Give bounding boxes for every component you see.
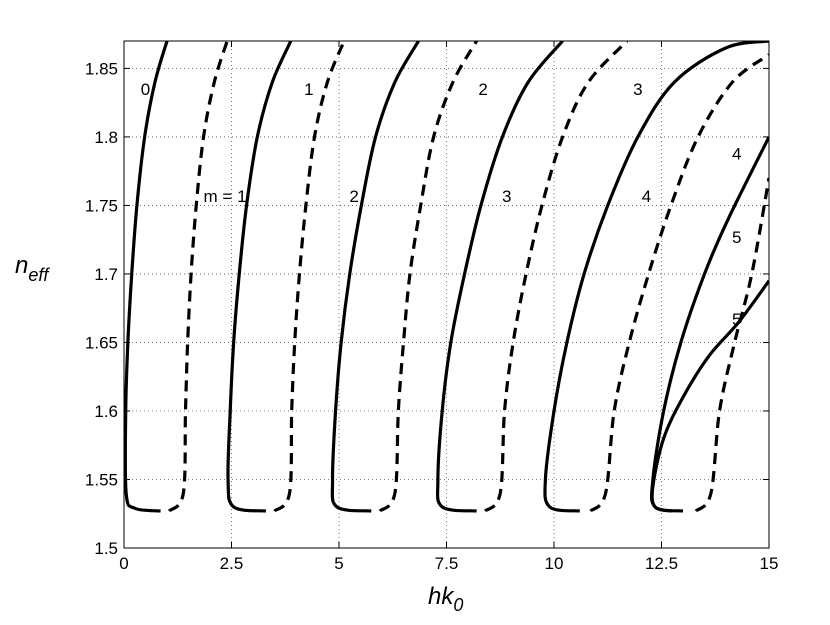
- y-axis-title: neff: [15, 252, 50, 285]
- y-axis-title-sub: eff: [28, 265, 50, 285]
- curves: [124, 41, 769, 513]
- x-tick-label: 12.5: [645, 554, 678, 573]
- grid-lines: [124, 41, 769, 548]
- curve-label: 2: [349, 187, 358, 206]
- curve-label: 5: [732, 310, 741, 329]
- dashed-curve-1: [167, 41, 229, 513]
- dashed-curve-3: [273, 41, 346, 513]
- curve-label: 4: [732, 144, 741, 163]
- x-tick-label: 15: [760, 554, 779, 573]
- curve-label: 5: [732, 228, 741, 247]
- dashed-curve-11: [694, 177, 769, 513]
- x-tick-label: 2.5: [220, 554, 244, 573]
- curve-label: 3: [633, 80, 642, 99]
- curve-label: 4: [642, 187, 651, 206]
- y-tick-label: 1.7: [94, 265, 118, 284]
- y-axis-title-main: n: [15, 252, 28, 279]
- y-tick-label: 1.75: [85, 196, 118, 215]
- y-tick-label: 1.8: [94, 128, 118, 147]
- solid-curve-6: [435, 41, 564, 513]
- solid-curve-0: [124, 41, 169, 513]
- y-tick-label: 1.85: [85, 59, 118, 78]
- curve-label: 2: [478, 80, 487, 99]
- y-tick-label: 1.5: [94, 539, 118, 558]
- ticks: 0 2.5 5 7.5 10 12.5 151.51.551.61.651.71.751.8…: [85, 41, 779, 573]
- solid-curve-4: [330, 41, 420, 513]
- solid-curve-8: [543, 41, 769, 513]
- solid-curve-12: [650, 279, 769, 513]
- y-tick-label: 1.65: [85, 333, 118, 352]
- y-tick-label: 1.6: [94, 402, 118, 421]
- x-tick-label: 10: [545, 554, 564, 573]
- x-axis-title-main: hk: [428, 583, 455, 610]
- dashed-curve-9: [589, 53, 769, 513]
- x-tick-label: 5: [334, 554, 343, 573]
- curve-label: m = 1: [204, 187, 247, 206]
- dashed-curve-7: [483, 41, 629, 513]
- dashed-curve-5: [378, 41, 478, 513]
- curve-label: 1: [304, 80, 313, 99]
- x-axis-title: hk0: [428, 583, 463, 615]
- x-tick-label: 0: [119, 554, 128, 573]
- curve-label: 3: [502, 187, 511, 206]
- curve-annotations: 0 m = 1 1 2 2 3 3 4 4 5 5: [141, 80, 742, 329]
- x-axis-title-sub: 0: [453, 595, 463, 615]
- y-tick-label: 1.55: [85, 470, 118, 489]
- curve-label: 0: [141, 80, 150, 99]
- x-tick-label: 7.5: [435, 554, 459, 573]
- solid-curve-2: [226, 41, 293, 513]
